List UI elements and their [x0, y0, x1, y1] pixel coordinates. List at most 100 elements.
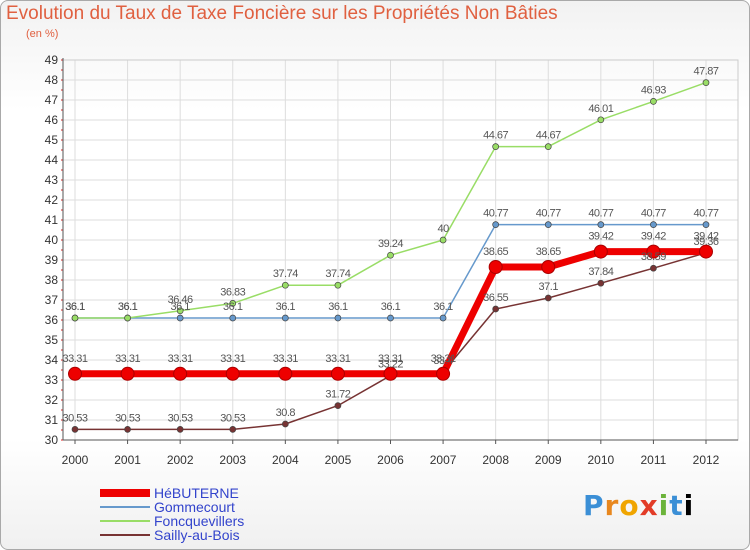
data-point [229, 314, 237, 322]
data-point [492, 143, 500, 150]
data-label: 37.84 [588, 266, 613, 278]
x-tick-label: 2008 [482, 453, 509, 467]
data-label: 38.59 [641, 251, 666, 263]
data-label: 39.42 [588, 231, 613, 243]
data-label: 36.1 [65, 301, 85, 313]
data-point [281, 420, 289, 428]
data-label: 33.31 [273, 353, 298, 365]
data-point [544, 143, 552, 150]
logo-letter: P [583, 489, 605, 522]
data-label: 33.4 [433, 355, 453, 367]
data-label: 36.46 [168, 294, 193, 306]
y-tick-label: 47 [45, 93, 59, 107]
data-point [330, 366, 345, 381]
data-label: 37.74 [325, 268, 350, 280]
data-label: 30.53 [220, 412, 245, 424]
x-tick-label: 2004 [272, 453, 299, 467]
data-label: 40.77 [483, 208, 508, 220]
y-tick-label: 30 [45, 433, 59, 447]
data-point [176, 314, 184, 322]
data-label: 36.83 [220, 286, 245, 298]
legend-label: Gommecourt [154, 499, 235, 515]
data-point [541, 260, 556, 274]
data-label: 40.77 [536, 208, 561, 220]
data-label: 33.31 [168, 353, 193, 365]
data-label: 47.87 [693, 66, 718, 78]
x-tick-label: 2001 [114, 453, 141, 467]
data-point [699, 244, 713, 259]
data-point [492, 221, 500, 228]
y-tick-label: 33 [45, 373, 59, 387]
logo-letter: o [619, 489, 640, 522]
data-point [383, 366, 398, 381]
data-point [650, 98, 657, 105]
data-label: 33.22 [378, 359, 403, 371]
data-point [597, 221, 605, 228]
legend-swatch [100, 520, 150, 522]
legend-label: HéBUTERNE [154, 485, 239, 501]
data-point [650, 264, 657, 272]
data-label: 37.1 [539, 281, 559, 293]
data-label: 37.74 [273, 268, 298, 280]
data-label: 36.55 [483, 292, 508, 304]
data-label: 36.1 [65, 301, 85, 313]
data-label: 36.1 [276, 301, 296, 313]
y-tick-label: 39 [45, 253, 59, 267]
data-point [281, 281, 289, 289]
y-tick-label: 38 [45, 273, 59, 287]
data-label: 33.31 [62, 353, 87, 365]
data-label: 40.77 [641, 208, 666, 220]
y-tick-label: 41 [45, 213, 59, 227]
data-point [120, 366, 135, 381]
data-label: 39.42 [693, 231, 718, 243]
data-point [229, 300, 237, 307]
proxiti-logo: Proxiti [583, 489, 694, 522]
logo-letter: t [669, 489, 684, 522]
data-point [488, 260, 503, 274]
data-point [597, 116, 605, 124]
data-label: 36.1 [328, 301, 348, 313]
data-label: 30.8 [276, 407, 296, 419]
legend-swatch [100, 534, 150, 536]
logo-letter: i [658, 489, 670, 522]
y-tick-label: 45 [45, 133, 59, 147]
data-point [544, 294, 552, 302]
data-label: 36.1 [118, 301, 138, 313]
data-label: 40 [437, 223, 449, 235]
data-point [334, 314, 342, 322]
legend-label: Sailly-au-Bois [154, 527, 240, 543]
y-tick-label: 31 [45, 413, 59, 427]
logo-letter: x [639, 489, 659, 522]
x-tick-label: 2003 [219, 453, 246, 467]
data-label: 36.1 [170, 301, 190, 313]
data-point [650, 221, 657, 228]
data-label: 36.1 [433, 301, 453, 313]
data-point [124, 426, 131, 433]
data-label: 33.31 [431, 353, 456, 365]
data-label: 30.53 [168, 412, 193, 424]
data-label: 44.67 [483, 130, 508, 142]
y-tick-label: 34 [45, 353, 59, 367]
x-tick-label: 2002 [167, 453, 194, 467]
data-label: 39.42 [641, 231, 666, 243]
y-tick-label: 37 [45, 293, 59, 307]
x-tick-label: 2006 [377, 453, 404, 467]
data-point [173, 366, 188, 381]
y-tick-label: 35 [45, 333, 59, 347]
x-tick-label: 2007 [430, 453, 457, 467]
data-point [387, 251, 394, 259]
legend-swatch [100, 506, 150, 508]
data-point [544, 221, 552, 228]
data-point [229, 426, 237, 433]
x-tick-label: 2009 [535, 453, 562, 467]
y-tick-label: 48 [45, 73, 59, 87]
data-point [436, 366, 451, 381]
legend-label: Foncquevillers [154, 513, 245, 529]
x-tick-label: 2005 [325, 453, 352, 467]
data-label: 39.36 [693, 236, 718, 248]
data-label: 36.1 [381, 301, 401, 313]
data-label: 40.77 [693, 208, 718, 220]
axis-layer: 30 31 32 33 34 35 36 37 38 39 40 41 42 43 44 45 46 47 48 49… [45, 53, 738, 467]
